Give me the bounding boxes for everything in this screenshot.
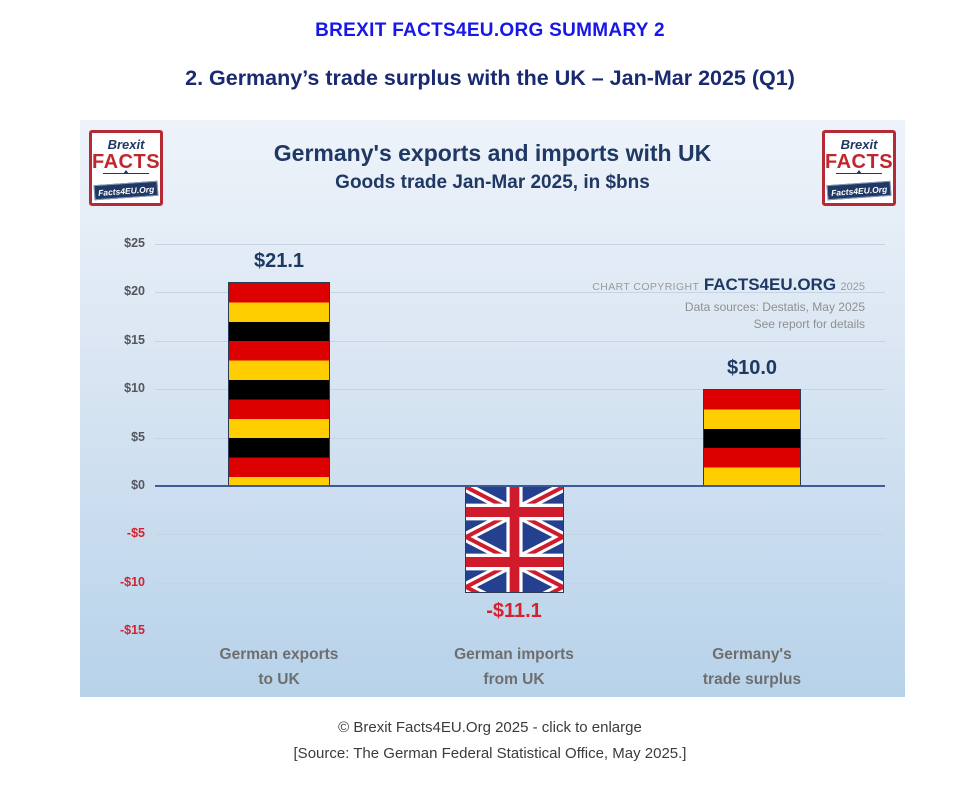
copyright-brand: FACTS4EU.ORG <box>703 275 837 294</box>
brexit-facts-logo: Brexit FACTS Facts4EU.Org <box>822 130 896 206</box>
chart-title: Germany's exports and imports with UK <box>273 140 712 166</box>
ytick-5: $5 <box>131 429 145 444</box>
gridline-20 <box>155 292 885 294</box>
caption-source: [Source: The German Federal Statistical … <box>293 745 687 762</box>
chart-subtitle: Goods trade Jan-Mar 2025, in $bns <box>335 172 650 193</box>
bar-german-imports <box>465 486 564 593</box>
gridline-25 <box>155 244 885 245</box>
ytick-20: $20 <box>124 284 145 299</box>
bar-value-surplus: $10.0 <box>726 357 778 379</box>
ytick-neg5: -$5 <box>126 526 145 541</box>
bar-value-imports: -$11.1 <box>486 600 542 622</box>
gridline-5 <box>155 437 885 439</box>
ytick-0: $0 <box>131 478 145 492</box>
copyright-year: 2025 <box>840 281 865 293</box>
ytick-neg10: -$10 <box>119 574 145 589</box>
logo-brexit-text: Brexit <box>107 137 145 152</box>
category-label-exports: German exports to UK <box>219 646 339 688</box>
article-subheading: 2. Germany’s trade surplus with the UK –… <box>185 66 795 90</box>
logo-facts-text: FACTS <box>825 151 894 173</box>
union-jack-flag <box>466 587 563 592</box>
union-jack-flag <box>466 537 563 587</box>
summary-heading: BREXIT FACTS4EU.ORG SUMMARY 2 <box>315 20 665 41</box>
bar-trade-surplus <box>703 389 801 486</box>
union-jack-flag <box>466 487 563 537</box>
logo-divider <box>103 170 149 178</box>
gridline-15 <box>155 340 885 342</box>
logo-facts-text: FACTS <box>92 151 161 173</box>
ytick-15: $15 <box>124 332 145 347</box>
logo-brexit-text: Brexit <box>840 137 878 152</box>
gridline-neg15 <box>155 631 885 633</box>
caption-click-to-enlarge: © Brexit Facts4EU.Org 2025 - click to en… <box>338 719 642 736</box>
ytick-neg15: -$15 <box>119 623 145 638</box>
chart-copyright: CHART COPYRIGHT FACTS4EU.ORG 2025 Data s… <box>592 275 865 333</box>
gridline-10 <box>155 389 885 391</box>
category-label-imports: German imports from UK <box>454 646 574 688</box>
bar-german-exports <box>228 282 330 486</box>
chart-image[interactable]: Brexit FACTS Facts4EU.Org Brexit FACTS F… <box>80 120 905 697</box>
brexit-facts-logo: Brexit FACTS Facts4EU.Org <box>89 130 163 206</box>
logo-divider <box>836 170 882 178</box>
zero-axis-line <box>155 484 885 488</box>
report-note-line: See report for details <box>753 317 865 331</box>
ytick-10: $10 <box>124 381 145 396</box>
category-label-surplus: Germany's trade surplus <box>702 646 802 688</box>
ytick-25: $25 <box>124 236 145 250</box>
bar-value-exports: $21.1 <box>253 250 305 272</box>
data-source-line: Data sources: Destatis, May 2025 <box>684 300 865 314</box>
copyright-prefix: CHART COPYRIGHT <box>592 281 700 293</box>
